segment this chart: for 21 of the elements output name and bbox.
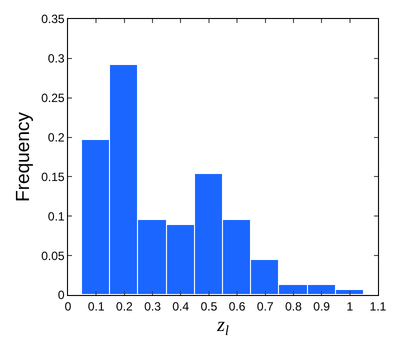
x-tick-label: 0.8 <box>285 299 302 314</box>
y-tick-label: 0.2 <box>48 130 65 144</box>
x-tick-label: 0.7 <box>256 299 274 314</box>
y-tick-label: 0.05 <box>41 248 65 263</box>
x-tick-label: 0.9 <box>313 299 330 314</box>
x-tick-label: 0.6 <box>228 299 246 314</box>
y-tick-label: 0.3 <box>48 52 65 66</box>
y-tick-label: 0 <box>58 288 65 302</box>
x-tick-label: 0.4 <box>172 299 190 314</box>
x-tick-label: 1 <box>346 299 354 314</box>
y-tick-label: 0.35 <box>41 12 65 26</box>
y-axis-title: Frequency <box>13 112 34 202</box>
y-tick-label: 0.25 <box>41 91 65 106</box>
x-tick-label: 1.1 <box>370 299 387 314</box>
x-tick-label: 0.2 <box>116 299 134 314</box>
x-tick-label: 0.3 <box>144 299 162 314</box>
x-tick-label: 0.1 <box>88 299 105 314</box>
y-tick-label: 0.1 <box>48 209 65 224</box>
x-tick-label: 0.5 <box>200 299 218 314</box>
y-tick-label: 0.15 <box>41 170 65 184</box>
x-axis-title: z$_{l}$ <box>216 314 229 340</box>
